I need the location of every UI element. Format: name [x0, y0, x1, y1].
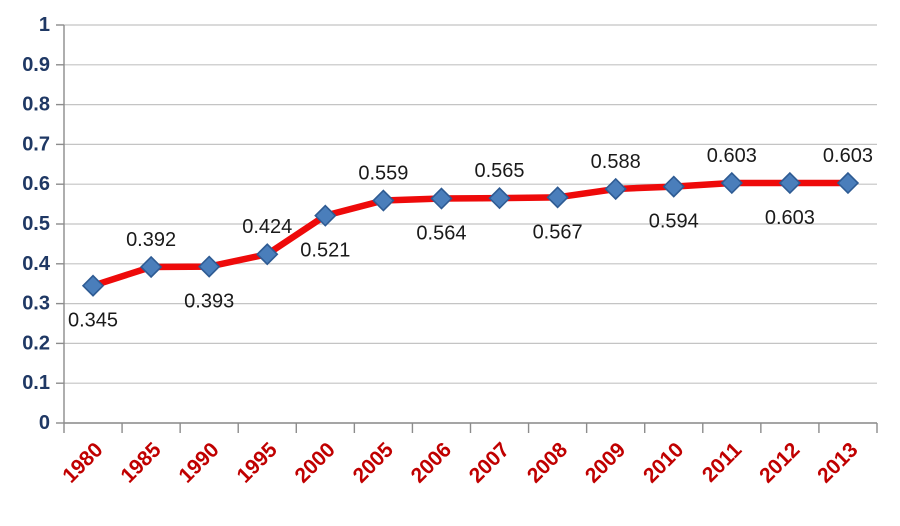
data-point-label: 0.603 [707, 145, 757, 167]
x-axis-tick-label: 2005 [349, 438, 399, 488]
y-axis-tick-label: 0 [39, 412, 50, 434]
x-axis-tick-label: 2012 [755, 438, 804, 487]
x-axis-tick-label: 1990 [174, 438, 223, 487]
x-axis-tick-label: 2006 [407, 438, 456, 487]
data-point-marker [372, 189, 395, 212]
x-axis-tick-label: 2000 [291, 438, 340, 487]
data-point-marker [720, 171, 743, 195]
y-axis-tick-label: 0.4 [22, 253, 51, 275]
data-point-label: 0.594 [649, 211, 699, 233]
data-point-label: 0.603 [823, 145, 873, 167]
data-point-marker [81, 274, 105, 297]
data-point-marker [430, 187, 453, 210]
data-point-label: 0.345 [68, 310, 118, 332]
x-axis-tick-label: 2007 [465, 438, 514, 487]
y-axis-tick-label: 1 [39, 14, 50, 36]
data-point-marker [604, 177, 627, 201]
data-point-marker [778, 171, 802, 195]
data-point-marker [546, 186, 569, 209]
data-point-label: 0.564 [416, 223, 466, 245]
data-point-marker [256, 243, 279, 266]
x-axis-tick-label: 2010 [639, 438, 688, 487]
data-point-label: 0.603 [765, 207, 815, 229]
data-point-marker [198, 255, 221, 278]
x-axis-tick-label: 2013 [813, 438, 862, 487]
data-point-label: 0.565 [475, 160, 525, 182]
data-point-label: 0.424 [242, 216, 292, 238]
y-axis-tick-label: 0.1 [22, 372, 50, 394]
y-axis-tick-label: 0.2 [22, 332, 50, 354]
y-axis-tick-label: 0.6 [22, 173, 50, 195]
data-point-marker [836, 171, 860, 195]
data-point-marker [139, 255, 163, 279]
y-axis-tick-label: 0.8 [22, 94, 50, 116]
data-point-label: 0.567 [533, 221, 583, 243]
x-axis-tick-label: 2011 [698, 438, 747, 487]
y-axis-tick-label: 0.7 [22, 133, 50, 155]
data-point-label: 0.392 [126, 229, 176, 251]
data-point-marker [314, 204, 337, 227]
data-point-marker [662, 175, 685, 198]
data-point-label: 0.393 [184, 291, 234, 313]
data-point-marker [488, 186, 511, 210]
data-point-label: 0.559 [358, 163, 408, 185]
x-axis-tick-label: 2008 [523, 438, 573, 488]
data-point-label: 0.588 [591, 151, 641, 173]
x-axis-tick-label: 1985 [116, 438, 166, 488]
x-axis-tick-label: 1995 [232, 438, 282, 488]
y-axis-tick-label: 0.9 [22, 54, 50, 76]
x-axis-tick-label: 1980 [58, 438, 107, 487]
x-axis-tick-label: 2009 [581, 438, 630, 487]
y-axis-tick-label: 0.5 [22, 213, 50, 235]
y-axis-tick-label: 0.3 [22, 293, 50, 315]
data-point-label: 0.521 [300, 240, 350, 262]
